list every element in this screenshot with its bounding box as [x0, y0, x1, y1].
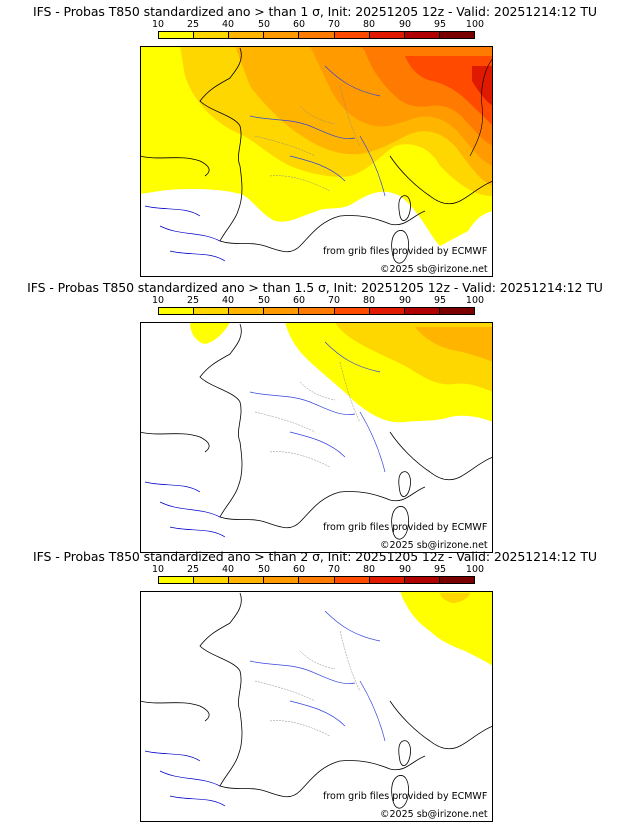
prob-field-70 [405, 56, 493, 126]
colorbar-segment [194, 308, 230, 314]
credit-copyright: ©2025 sb@irizone.net [380, 264, 488, 275]
colorbar-segment [264, 577, 300, 583]
colorbar-tick: 60 [292, 19, 306, 30]
colorbar-tick: 100 [465, 19, 485, 30]
colorbar-tick: 80 [362, 19, 376, 30]
colorbar-tick: 100 [465, 295, 485, 306]
colorbar-segment [229, 308, 265, 314]
prob-field-25 [440, 593, 470, 603]
colorbar-tick: 25 [186, 295, 200, 306]
panel-2: IFS - Probas T850 standardized ano > tha… [0, 276, 630, 553]
prob-field-40 [415, 327, 493, 362]
panel-title: IFS - Probas T850 standardized ano > tha… [33, 549, 597, 564]
panel-3: IFS - Probas T850 standardized ano > tha… [0, 545, 630, 822]
colorbar-tick: 90 [398, 295, 412, 306]
colorbar-segment [159, 577, 195, 583]
colorbar-segment [439, 32, 474, 38]
colorbar-segment [159, 32, 195, 38]
colorbar-segment [229, 577, 265, 583]
colorbar-tick: 50 [257, 564, 271, 575]
colorbar-labels: 10 25 40 50 60 70 80 90 95 100 [140, 19, 484, 31]
colorbar-segment [334, 308, 370, 314]
colorbar-segment [334, 577, 370, 583]
colorbar-tick: 60 [292, 295, 306, 306]
colorbar-segment [369, 308, 405, 314]
colorbar-tick: 40 [221, 564, 235, 575]
credit-source: from grib files provided by ECMWF [323, 791, 487, 802]
credit-copyright: ©2025 sb@irizone.net [380, 809, 488, 820]
colorbar-tick: 80 [362, 564, 376, 575]
colorbar-tick: 25 [186, 19, 200, 30]
colorbar-tick: 10 [151, 19, 165, 30]
colorbar-tick: 95 [433, 564, 447, 575]
colorbar-tick: 50 [257, 295, 271, 306]
credit-source: from grib files provided by ECMWF [323, 246, 487, 257]
colorbar-segment [369, 577, 405, 583]
panel-1: IFS - Probas T850 standardized ano > tha… [0, 0, 630, 277]
colorbar-tick: 40 [221, 295, 235, 306]
panel-title: IFS - Probas T850 standardized ano > tha… [33, 4, 597, 19]
colorbar-segment [439, 308, 474, 314]
map: from grib files provided by ECMWF ©2025 … [140, 46, 493, 277]
colorbar-tick: 100 [465, 564, 485, 575]
colorbar-labels: 10 25 40 50 60 70 80 90 95 100 [140, 564, 484, 576]
colorbar-tick: 25 [186, 564, 200, 575]
colorbar-segment [194, 577, 230, 583]
colorbar-segment [229, 32, 265, 38]
colorbar-segment [299, 308, 335, 314]
colorbar-segment [369, 32, 405, 38]
colorbar-segment [404, 577, 440, 583]
prob-field-10 [400, 591, 493, 666]
colorbar [158, 576, 475, 584]
colorbar [158, 31, 475, 39]
credit-copyright: ©2025 sb@irizone.net [380, 540, 488, 551]
colorbar-segment [334, 32, 370, 38]
colorbar-tick: 10 [151, 295, 165, 306]
colorbar-tick: 90 [398, 19, 412, 30]
credit-source: from grib files provided by ECMWF [323, 522, 487, 533]
colorbar-segment [264, 32, 300, 38]
colorbar-tick: 90 [398, 564, 412, 575]
colorbar-segment [404, 32, 440, 38]
colorbar-tick: 10 [151, 564, 165, 575]
colorbar-segment [439, 577, 474, 583]
colorbar-tick: 60 [292, 564, 306, 575]
colorbar-tick: 70 [327, 295, 341, 306]
colorbar-tick: 80 [362, 295, 376, 306]
colorbar-tick: 70 [327, 19, 341, 30]
colorbar-segment [299, 32, 335, 38]
colorbar-segment [194, 32, 230, 38]
colorbar-tick: 70 [327, 564, 341, 575]
map: from grib files provided by ECMWF ©2025 … [140, 591, 493, 822]
colorbar-tick: 40 [221, 19, 235, 30]
colorbar-tick: 95 [433, 295, 447, 306]
colorbar-tick: 95 [433, 19, 447, 30]
colorbar-segment [264, 308, 300, 314]
panel-title: IFS - Probas T850 standardized ano > tha… [27, 280, 603, 295]
prob-field-10 [190, 322, 230, 344]
colorbar-segment [404, 308, 440, 314]
colorbar [158, 307, 475, 315]
colorbar-segment [299, 577, 335, 583]
colorbar-labels: 10 25 40 50 60 70 80 90 95 100 [140, 295, 484, 307]
colorbar-segment [159, 308, 195, 314]
map: from grib files provided by ECMWF ©2025 … [140, 322, 493, 553]
colorbar-tick: 50 [257, 19, 271, 30]
